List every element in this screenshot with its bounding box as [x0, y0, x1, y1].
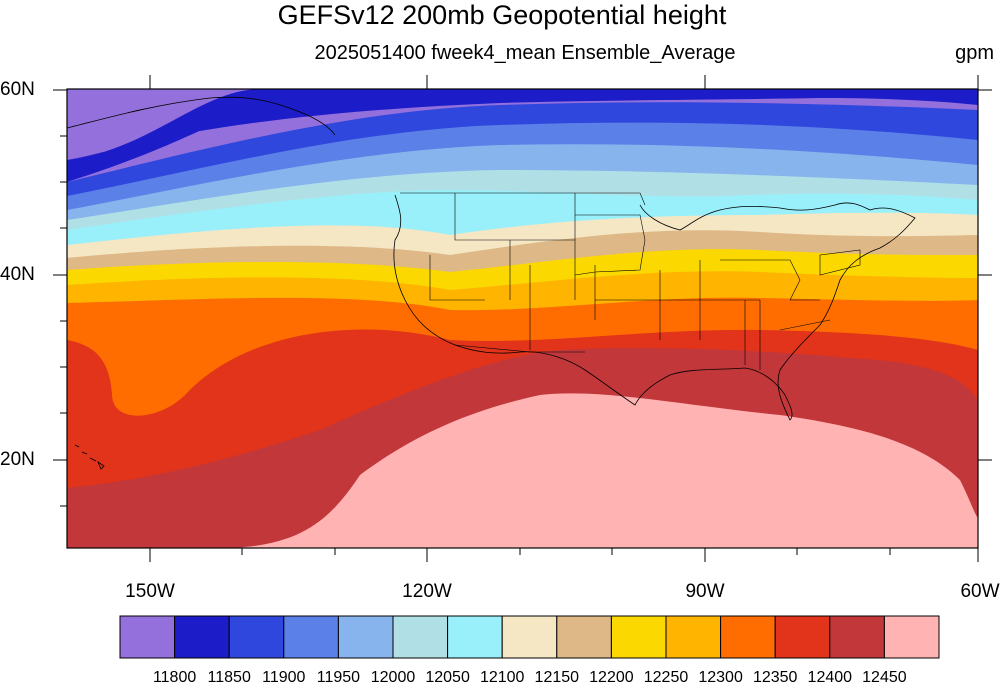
- colorbar-swatch: [610, 615, 667, 659]
- colorbar-label: 12000: [371, 669, 416, 684]
- colorbar-swatch: [392, 615, 449, 659]
- contour-band-11850-lower: [67, 89, 300, 182]
- map-subtitle: 2025051400 fweek4_mean Ensemble_Average: [314, 42, 736, 64]
- colorbar-label: 11850: [208, 669, 251, 684]
- contour-band-max: [220, 393, 978, 548]
- lat-label-20n: 20N: [0, 449, 35, 470]
- colorbar-swatch: [283, 615, 339, 659]
- lon-label-60w: 60W: [960, 581, 1000, 602]
- colorbar-swatch: [119, 615, 176, 659]
- colorbar-swatch: [665, 615, 722, 659]
- colorbar-label: 11950: [317, 669, 360, 684]
- colorbar-labels: 11800 11850 11900 11950 12000 12050 12100 12150…: [153, 669, 907, 684]
- colorbar-label: 12350: [753, 669, 798, 684]
- alaska-coastline: [67, 96, 336, 136]
- colorbar-swatch: [556, 615, 612, 659]
- colorbar-label: 12300: [698, 669, 743, 684]
- colorbar-label: 11900: [262, 669, 305, 684]
- colorbar-label: 12250: [644, 669, 689, 684]
- colorbar-swatch: [501, 615, 558, 659]
- coastline-layer: [67, 96, 916, 470]
- state-lines-west: [429, 193, 596, 350]
- colorbar-swatch: [774, 615, 831, 659]
- colorbar-label: 12400: [808, 669, 853, 684]
- colorbar-swatch: [883, 615, 940, 659]
- colorbar-swatch: [174, 615, 230, 659]
- colorbar-label: 12200: [589, 669, 634, 684]
- colorbar-boxes: [119, 615, 940, 659]
- colorbar-swatch: [829, 615, 885, 659]
- border-us-mexico: [454, 344, 585, 353]
- state-lines-central: [574, 214, 760, 340]
- state-borders-layer: [400, 192, 861, 370]
- map-title: GEFSv12 200mb Geopotential height: [277, 0, 727, 30]
- axis-minor-ticks: [60, 135, 891, 555]
- colorbar-swatch: [720, 615, 776, 659]
- contour-band-11850: [67, 89, 978, 160]
- axis-ticks: [53, 75, 992, 562]
- lon-label-150w: 150W: [125, 581, 175, 602]
- lon-label-120w: 120W: [402, 581, 452, 602]
- colorbar-label: 12050: [425, 669, 470, 684]
- colorbar-label: 12100: [480, 669, 525, 684]
- contour-fill-layer: [67, 89, 978, 548]
- hawaii-islands: [74, 444, 105, 470]
- state-lines-east: [720, 249, 861, 370]
- colorbar-label: 11800: [153, 669, 196, 684]
- units-label: gpm: [955, 42, 994, 64]
- plot-frame: [66, 88, 979, 549]
- north-america-coastline: [393, 194, 916, 421]
- colorbar-swatch: [447, 615, 503, 659]
- colorbar-swatch: [337, 615, 394, 659]
- colorbar-label: 12150: [535, 669, 580, 684]
- lon-label-90w: 90W: [685, 581, 725, 602]
- border-us-canada: [400, 192, 646, 206]
- lat-label-60n: 60N: [0, 79, 35, 100]
- lat-label-40n: 40N: [0, 264, 35, 285]
- colorbar-swatch: [228, 615, 285, 659]
- colorbar-label: 12450: [862, 669, 907, 684]
